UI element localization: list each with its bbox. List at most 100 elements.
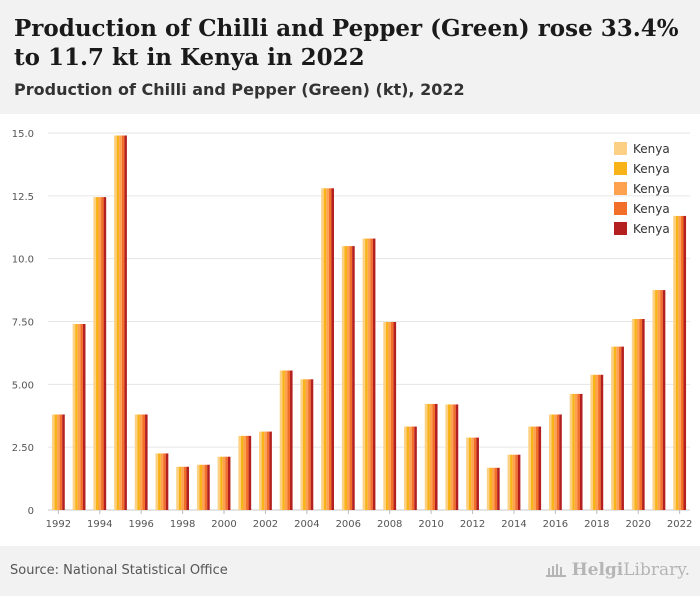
bar [57,414,60,510]
bar [471,437,474,510]
bar [82,324,86,510]
y-tick-label: 10.0 [12,255,34,266]
bar [554,414,557,510]
bar [59,414,63,510]
bar [248,435,252,510]
bar [331,188,335,510]
bar [181,466,184,510]
bar [403,426,407,510]
bar [178,466,182,510]
bar [51,414,55,510]
bar [370,238,373,510]
bar [367,238,371,510]
bar [124,135,127,510]
bar [611,346,614,510]
bar [494,467,498,510]
bar [657,290,661,510]
bar [393,322,397,510]
x-tick-label: 2014 [501,519,526,530]
bar [101,197,104,510]
bar [246,435,249,510]
bar [530,426,534,510]
bar [300,379,304,510]
bar [217,456,221,510]
brand-name-bold: Helgi [571,560,624,580]
bar [634,318,637,510]
bar [655,290,658,510]
y-tick-label: 2.50 [12,443,34,454]
bar [533,426,536,510]
bar [155,453,159,510]
bar [466,437,469,510]
x-tick-label: 2002 [253,519,278,530]
bar [199,464,203,510]
x-tick-label: 2008 [377,519,402,530]
bar [507,454,511,510]
bar [139,414,143,510]
bar [266,431,270,510]
bar [517,454,521,510]
bar [243,435,247,510]
x-tick-label: 2018 [584,519,609,530]
bar [80,324,83,510]
bar [142,414,146,510]
bar [137,414,140,510]
bar [227,456,231,510]
x-tick-label: 2000 [211,519,236,530]
bar [308,379,311,510]
bar [432,403,435,510]
bar [455,404,459,510]
bar [116,135,120,510]
bar [77,324,81,510]
bar [362,238,366,510]
bar [259,431,262,510]
bar [204,464,208,510]
bar [515,454,518,510]
bar [261,431,265,510]
bar [411,426,415,510]
bar [160,453,164,510]
bar [145,414,148,510]
bar [163,453,166,510]
bar [642,318,645,510]
bar [621,346,624,510]
legend-label: Kenya [633,182,670,196]
bar [305,379,309,510]
bar [303,379,306,510]
bar [528,426,531,510]
y-tick-label: 7.50 [12,318,34,329]
x-tick-label: 2016 [543,519,568,530]
legend-swatch [614,222,627,235]
bar [512,454,516,510]
bar [352,246,355,510]
chart-subtitle: Production of Chilli and Pepper (Green) … [14,80,465,99]
bar [269,431,272,510]
bar [409,426,412,510]
bar [538,426,542,510]
bar [75,324,78,510]
bar [220,456,223,510]
bar [424,403,428,510]
x-tick-label: 2020 [625,519,650,530]
bar [559,414,562,510]
bar [349,246,353,510]
y-tick-label: 12.5 [12,192,34,203]
bar [598,374,601,510]
bar [548,414,552,510]
legend-swatch [614,182,627,195]
bar [383,322,386,510]
bar [279,370,283,510]
bar [613,346,617,510]
legend-label: Kenya [633,202,670,216]
bar [165,453,169,510]
bar [284,370,288,510]
bar [556,414,560,510]
legend-swatch [614,142,627,155]
x-tick-label: 1992 [46,519,71,530]
bar [639,318,643,510]
bar [282,370,285,510]
bar [453,404,456,510]
bar [290,370,293,510]
bar [385,322,389,510]
bar [238,435,241,510]
